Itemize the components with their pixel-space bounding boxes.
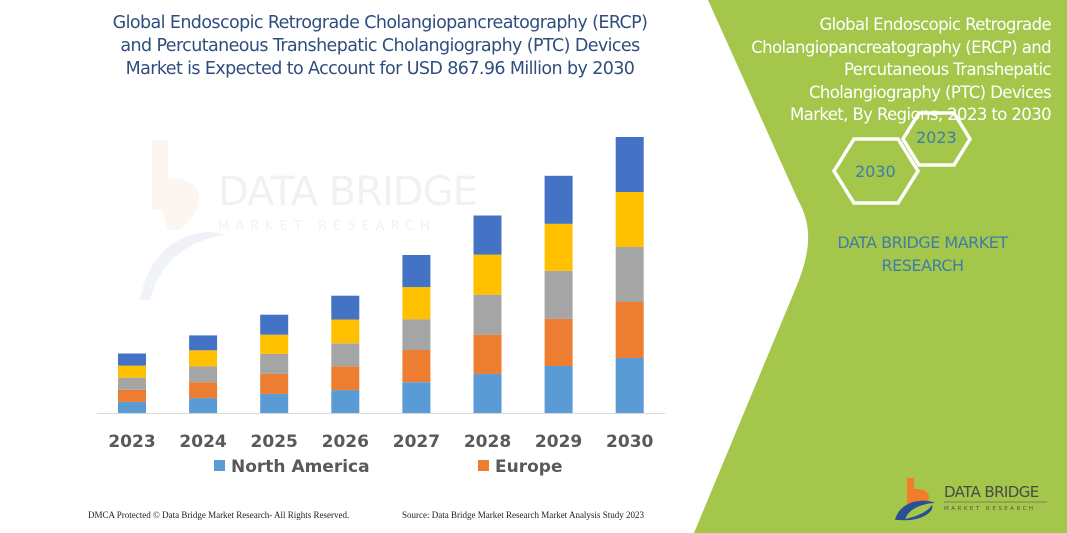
bar-segment-2023-series-3 xyxy=(118,365,146,378)
bar-segment-2026-series-4 xyxy=(331,295,360,320)
x-tick-labels: 2023 2024 2025 2026 2027 2028 2029 2030 xyxy=(108,432,653,452)
bar-segment-2030-series-0 xyxy=(615,358,644,413)
hex-label-2023: 2023 xyxy=(916,128,957,147)
x-tick-label: 2029 xyxy=(535,432,582,452)
watermark-title: DATA BRIDGE xyxy=(218,169,477,215)
bar-segment-2028-series-0 xyxy=(473,373,502,413)
bar-segment-2026-series-3 xyxy=(331,319,360,344)
legend-swatch xyxy=(214,460,225,471)
logo-subtext: MARKET RESEARCH xyxy=(944,506,1036,512)
x-tick-label: 2028 xyxy=(464,432,511,452)
bar-segment-2025-series-4 xyxy=(260,314,289,335)
x-tick-label: 2023 xyxy=(108,432,155,452)
bar-segment-2023-series-4 xyxy=(118,353,146,366)
bar-segment-2024-series-3 xyxy=(189,350,218,367)
bar-segment-2030-series-2 xyxy=(615,247,644,302)
bar-segment-2029-series-4 xyxy=(544,175,573,224)
watermark-logo-icon xyxy=(140,140,225,300)
x-tick-label: 2030 xyxy=(606,432,653,452)
legend-label: North America xyxy=(231,457,370,477)
bar-segment-2026-series-0 xyxy=(331,390,360,413)
panel-title: Global Endoscopic Retrograde Cholangiopa… xyxy=(751,15,1051,124)
legend-swatch xyxy=(478,460,489,471)
logo-text: DATA BRIDGE xyxy=(944,483,1039,501)
bar-segment-2029-series-1 xyxy=(544,318,573,366)
bar-segment-2029-series-0 xyxy=(544,365,573,413)
panel-brand-text: DATA BRIDGE MARKET RESEARCH xyxy=(837,233,1008,275)
bar-segment-2027-series-0 xyxy=(402,382,431,413)
x-tick-label: 2025 xyxy=(251,432,298,452)
bar-segment-2023-series-0 xyxy=(118,401,146,413)
bar-segment-2028-series-1 xyxy=(473,334,502,374)
bar-segment-2025-series-1 xyxy=(260,373,289,394)
x-tick-label: 2027 xyxy=(393,432,440,452)
bar-segment-2026-series-1 xyxy=(331,366,360,391)
x-tick-label: 2024 xyxy=(179,432,226,452)
legend-label: Europe xyxy=(495,457,562,477)
legend: North America Europe xyxy=(214,457,562,477)
data-bridge-logo-icon xyxy=(895,478,935,521)
bar-segment-2025-series-2 xyxy=(260,353,289,374)
watermark-subtitle: MARKET RESEARCH xyxy=(218,219,436,234)
green-panel-shape xyxy=(694,0,1067,533)
stacked-bar-chart: 2023 2024 2025 2026 2027 2028 2029 2030 North A… xyxy=(97,137,665,477)
footer-copyright: DMCA Protected © Data Bridge Market Rese… xyxy=(88,510,350,520)
bar-segment-2025-series-3 xyxy=(260,334,289,354)
bar-segment-2028-series-2 xyxy=(473,294,502,335)
bar-segment-2023-series-2 xyxy=(118,377,146,390)
hex-label-2030: 2030 xyxy=(855,162,896,181)
bar-segment-2030-series-4 xyxy=(615,137,644,192)
bar-segment-2029-series-3 xyxy=(544,223,573,271)
bar-segment-2024-series-1 xyxy=(189,382,218,399)
bar-segment-2026-series-2 xyxy=(331,343,360,367)
bar-segment-2024-series-4 xyxy=(189,335,218,351)
bar-segment-2029-series-2 xyxy=(544,270,573,319)
footer-source: Source: Data Bridge Market Research Mark… xyxy=(402,510,644,520)
bar-segment-2027-series-3 xyxy=(402,287,431,320)
hexagon-2030-shape xyxy=(831,137,921,205)
bar-segment-2024-series-2 xyxy=(189,366,218,383)
bar-segment-2028-series-4 xyxy=(473,215,502,255)
hexagon-2023-shape xyxy=(900,111,973,167)
bar-segment-2030-series-3 xyxy=(615,192,644,247)
x-tick-label: 2026 xyxy=(322,432,369,452)
bar-segment-2024-series-0 xyxy=(189,398,218,413)
bar-segment-2030-series-1 xyxy=(615,302,644,358)
bar-segment-2025-series-0 xyxy=(260,393,289,413)
bar-segment-2027-series-2 xyxy=(402,319,431,350)
bar-segment-2027-series-4 xyxy=(402,255,431,288)
bar-segment-2027-series-1 xyxy=(402,350,431,383)
bar-segment-2023-series-1 xyxy=(118,389,146,402)
chart-title: Global Endoscopic Retrograde Cholangiopa… xyxy=(112,13,648,79)
bar-segment-2028-series-3 xyxy=(473,254,502,295)
bars-group xyxy=(118,137,644,413)
watermark: DATA BRIDGE MARKET RESEARCH xyxy=(140,140,478,300)
